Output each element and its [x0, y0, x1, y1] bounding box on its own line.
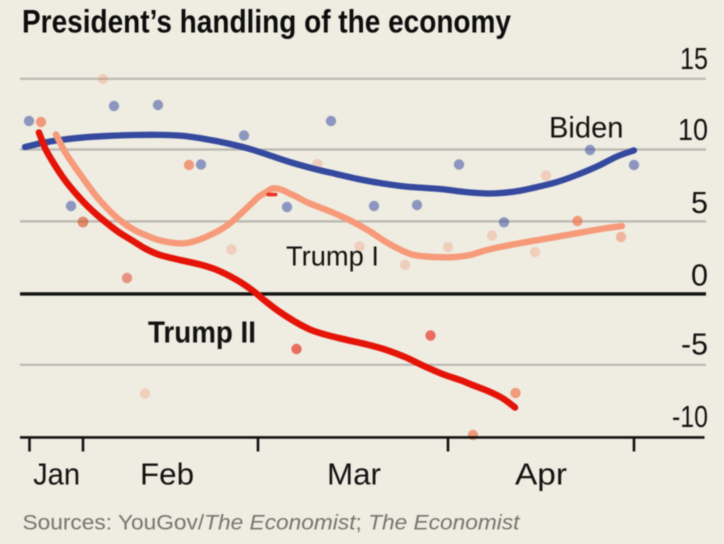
svg-text:Trump I: Trump I — [286, 241, 379, 272]
svg-text:Biden: Biden — [549, 112, 624, 145]
svg-text:Trump II: Trump II — [148, 315, 256, 350]
svg-text:President’s handling of the ec: President’s handling of the economy — [22, 3, 511, 39]
svg-text:Apr: Apr — [515, 456, 567, 491]
svg-text:Feb: Feb — [140, 456, 194, 491]
svg-text:-5: -5 — [681, 326, 708, 361]
svg-text:-10: -10 — [672, 399, 708, 434]
svg-text:5: 5 — [691, 185, 708, 220]
svg-text:Jan: Jan — [33, 456, 80, 491]
svg-text:Sources: YouGov/The Economist;: Sources: YouGov/The Economist; The Econo… — [23, 510, 521, 534]
svg-text:10: 10 — [678, 112, 708, 147]
svg-text:Mar: Mar — [327, 456, 381, 491]
svg-text:15: 15 — [680, 41, 708, 76]
svg-text:0: 0 — [691, 258, 708, 293]
